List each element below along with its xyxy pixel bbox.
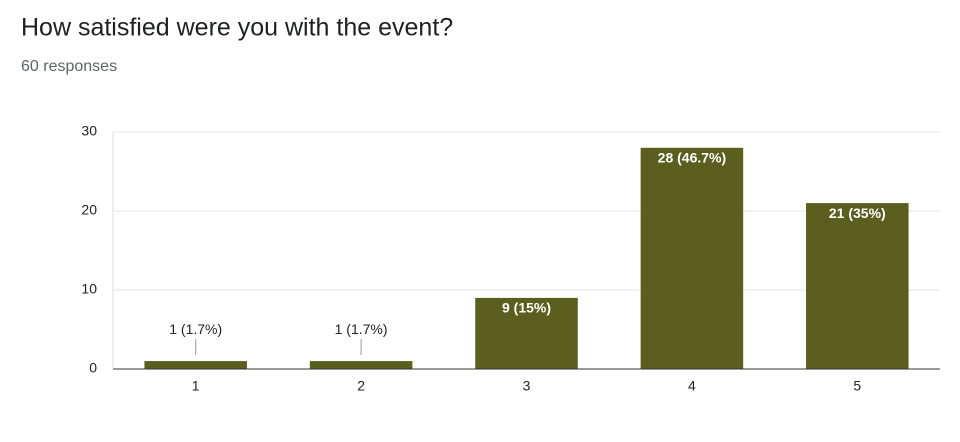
y-tick-label: 30 — [81, 123, 97, 139]
bar — [144, 361, 247, 369]
data-label: 9 (15%) — [502, 300, 551, 316]
x-tick-label: 3 — [523, 378, 531, 394]
x-tick-label: 1 — [192, 378, 200, 394]
bar — [640, 147, 744, 369]
y-tick-label: 0 — [89, 360, 97, 376]
data-label: 21 (35%) — [829, 205, 886, 221]
data-label: 28 (46.7%) — [658, 150, 726, 166]
x-tick-label: 2 — [357, 378, 365, 394]
x-tick-label: 5 — [853, 378, 861, 394]
bar — [806, 203, 909, 369]
y-tick-label: 20 — [81, 202, 97, 218]
x-tick-label: 4 — [688, 378, 696, 394]
y-tick-label: 10 — [81, 281, 97, 297]
chart-subtitle: 60 responses — [21, 58, 117, 75]
bar — [309, 361, 413, 369]
bar — [475, 297, 578, 369]
data-label: 1 (1.7%) — [169, 321, 222, 337]
chart-title: How satisfied were you with the event? — [21, 14, 453, 42]
data-label: 1 (1.7%) — [335, 321, 388, 337]
